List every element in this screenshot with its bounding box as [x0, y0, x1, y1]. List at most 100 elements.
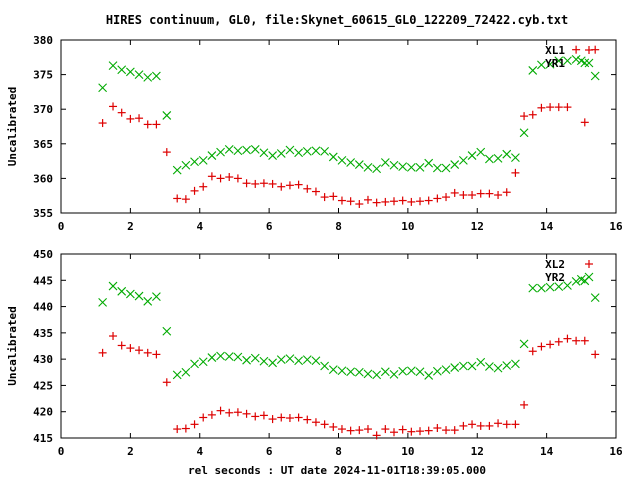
cross-point-YR2	[302, 355, 312, 365]
plus-point-XL2	[162, 378, 171, 387]
plus-point-XL2	[303, 415, 312, 424]
plus-point-XL1	[563, 103, 572, 112]
y-tick-label: 370	[33, 103, 53, 116]
plus-point-XL2	[468, 420, 477, 429]
plus-point-XL2	[546, 340, 555, 349]
plus-point-XL1	[355, 200, 364, 209]
cross-point-YR2	[285, 354, 295, 364]
cross-point-YR2	[276, 355, 286, 365]
plus-point-XL2	[242, 409, 251, 418]
cross-point-YR2	[528, 283, 538, 293]
plus-point-XL2	[511, 420, 520, 429]
plus-point-XL2	[398, 425, 407, 434]
x-tick-label: 8	[335, 445, 342, 458]
cross-point-YR2	[294, 356, 303, 366]
plus-point-XL2	[528, 347, 537, 356]
cross-point-YR2	[424, 371, 434, 380]
y-tick-label: 435	[33, 327, 53, 340]
cross-point-YR1	[117, 65, 127, 75]
cross-point-YR1	[285, 145, 295, 155]
y-tick-label: 440	[33, 301, 53, 314]
plus-point-XL1	[554, 103, 563, 112]
cross-point-YR2	[98, 297, 108, 307]
cross-point-YR1	[502, 149, 512, 159]
plus-point-XL1	[268, 179, 277, 188]
x-tick-label: 2	[127, 445, 134, 458]
plus-point-XL1	[135, 114, 144, 123]
plus-point-XL2	[476, 421, 485, 430]
cross-point-YR1	[108, 61, 118, 70]
plus-point-XL1	[329, 192, 338, 201]
plus-point-XL1	[242, 179, 251, 188]
y-tick-label: 360	[33, 172, 53, 185]
cross-point-YR2	[181, 367, 191, 377]
cross-point-YR1	[380, 158, 390, 167]
cross-point-YR1	[268, 151, 277, 160]
plus-point-XL2	[337, 425, 346, 434]
plus-point-XL2	[109, 332, 118, 341]
plus-point-XL1	[143, 120, 152, 129]
x-tick-label: 10	[401, 220, 414, 233]
cross-point-YR1	[172, 165, 182, 175]
plus-point-XL1	[476, 189, 485, 198]
cross-point-YR2	[233, 352, 243, 362]
x-tick-label: 6	[266, 220, 273, 233]
plus-point-XL2	[494, 419, 503, 428]
plus-point-XL1	[398, 196, 407, 205]
cross-point-YR2	[198, 357, 208, 367]
plus-point-XL1	[424, 196, 433, 205]
cross-point-YR2	[108, 281, 118, 291]
plus-point-XL2	[199, 413, 208, 422]
plus-point-XL1	[311, 187, 320, 196]
plus-point-XL1	[485, 189, 494, 198]
cross-point-YR2	[380, 367, 390, 377]
plus-point-XL1	[580, 118, 589, 127]
cross-point-YR1	[372, 164, 382, 174]
y-tick-label: 365	[33, 138, 53, 151]
cross-point-YR1	[152, 71, 161, 81]
y-tick-label: 450	[33, 248, 53, 261]
cross-point-YR2	[563, 281, 572, 290]
plus-point-XL2	[390, 428, 398, 437]
cross-point-YR1	[363, 162, 373, 172]
plus-point-XL2	[207, 410, 216, 419]
cross-point-YR2	[372, 370, 382, 380]
plus-point-XL2	[117, 341, 126, 350]
cross-point-YR1	[476, 147, 486, 157]
plus-point-XL2	[277, 413, 286, 422]
plus-point-XL1	[502, 188, 511, 197]
plus-point-XL1	[152, 120, 161, 129]
cross-point-YR1	[207, 151, 217, 160]
plus-point-XL1	[528, 110, 537, 119]
cross-point-YR2	[250, 353, 260, 363]
x-tick-label: 12	[471, 445, 484, 458]
plus-point-XL1	[363, 195, 372, 204]
cross-point-YR1	[554, 56, 564, 66]
x-tick-label: 6	[266, 445, 273, 458]
plus-point-XL1	[126, 114, 135, 123]
plus-point-XL1	[190, 186, 199, 195]
plus-point-XL1	[381, 197, 390, 206]
plus-point-XL1	[207, 172, 216, 181]
cross-point-YR1	[190, 157, 199, 167]
legend-label-YR1: YR1	[545, 57, 565, 70]
cross-point-YR2	[346, 367, 356, 377]
cross-point-YR2	[441, 365, 451, 375]
cross-point-YR1	[354, 160, 364, 169]
plus-point-XL2	[580, 336, 589, 345]
x-tick-label: 16	[609, 445, 623, 458]
y-axis-label: Uncalibrated	[6, 87, 19, 166]
legend-label-XL2: XL2	[545, 258, 565, 271]
plus-point-XL2	[554, 337, 563, 346]
plus-point-XL2	[311, 418, 320, 427]
plus-point-XL2	[259, 411, 268, 420]
plus-point-XL2	[563, 334, 572, 343]
bottom-panel: 0 2 4 6 8 10 12 14 16 415 420 425 430 435 440 445 450 Unc…	[6, 248, 623, 458]
cross-point-YR2	[363, 369, 373, 379]
cross-point-YR2	[224, 352, 234, 361]
cross-point-YR1	[590, 71, 600, 81]
cross-point-YR1	[134, 70, 144, 79]
plus-point-XL1	[259, 179, 268, 188]
cross-point-YR2	[590, 293, 600, 303]
